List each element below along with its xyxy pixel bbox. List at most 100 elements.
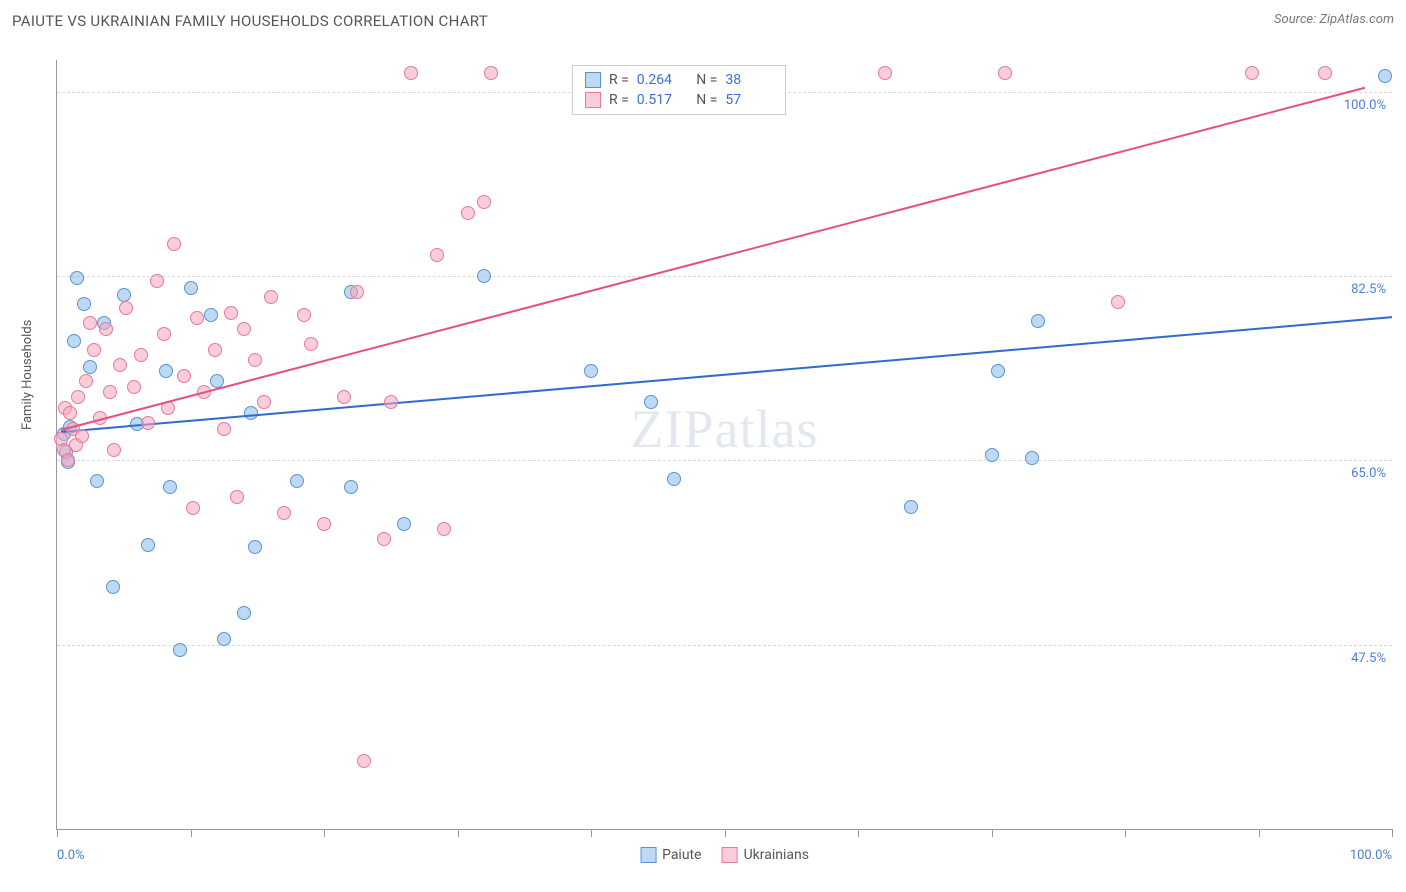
x-tick <box>1125 829 1126 837</box>
data-point <box>134 348 148 362</box>
trend-line <box>61 316 1392 433</box>
data-point <box>107 443 121 457</box>
data-point <box>186 501 200 515</box>
data-point <box>257 395 271 409</box>
x-tick <box>725 829 726 837</box>
data-point <box>150 274 164 288</box>
data-point <box>177 369 191 383</box>
x-tick <box>1392 829 1393 837</box>
trend-line <box>61 86 1366 430</box>
r-label: R = <box>609 92 629 108</box>
r-label: R = <box>609 72 629 88</box>
y-tick-label: 65.0% <box>1351 466 1386 481</box>
data-point <box>1318 66 1332 80</box>
data-point <box>277 506 291 520</box>
y-tick-label: 47.5% <box>1351 651 1386 666</box>
data-point <box>71 390 85 404</box>
data-point <box>217 632 231 646</box>
n-value: 38 <box>725 72 773 88</box>
data-point <box>397 517 411 531</box>
source-label: Source: ZipAtlas.com <box>1274 12 1394 27</box>
chart-title: PAIUTE VS UKRAINIAN FAMILY HOUSEHOLDS CO… <box>12 12 488 30</box>
data-point <box>357 754 371 768</box>
data-point <box>163 480 177 494</box>
x-tick <box>858 829 859 837</box>
r-value: 0.517 <box>637 92 685 108</box>
data-point <box>141 538 155 552</box>
data-point <box>1025 451 1039 465</box>
data-point <box>878 66 892 80</box>
data-point <box>87 343 101 357</box>
data-point <box>127 380 141 394</box>
data-point <box>224 306 238 320</box>
data-point <box>75 429 89 443</box>
y-tick-label: 100.0% <box>1344 98 1386 113</box>
data-point <box>157 327 171 341</box>
data-point <box>667 472 681 486</box>
data-point <box>264 290 278 304</box>
data-point <box>79 374 93 388</box>
data-point <box>404 66 418 80</box>
data-point <box>350 285 364 299</box>
data-point <box>317 517 331 531</box>
x-tick <box>1259 829 1260 837</box>
data-point <box>904 500 918 514</box>
data-point <box>248 353 262 367</box>
data-point <box>90 474 104 488</box>
r-value: 0.264 <box>637 72 685 88</box>
data-point <box>344 480 358 494</box>
legend-row: R = 0.517 N = 57 <box>585 90 773 110</box>
data-point <box>1111 295 1125 309</box>
x-tick <box>458 829 459 837</box>
data-point <box>584 364 598 378</box>
y-axis-label: Family Households <box>20 320 35 430</box>
data-point <box>644 395 658 409</box>
data-point <box>204 308 218 322</box>
data-point <box>67 334 81 348</box>
n-label: N = <box>693 72 718 88</box>
data-point <box>290 474 304 488</box>
n-label: N = <box>693 92 718 108</box>
data-point <box>248 540 262 554</box>
data-point <box>63 406 77 420</box>
x-tick <box>191 829 192 837</box>
data-point <box>237 322 251 336</box>
data-point <box>103 385 117 399</box>
data-point <box>1245 66 1259 80</box>
data-point <box>83 316 97 330</box>
legend-row: R = 0.264 N = 38 <box>585 70 773 90</box>
data-point <box>99 322 113 336</box>
data-point <box>230 490 244 504</box>
data-point <box>244 406 258 420</box>
data-point <box>297 308 311 322</box>
x-tick <box>992 829 993 837</box>
data-point <box>1378 69 1392 83</box>
legend-swatch <box>722 847 738 863</box>
data-point <box>998 66 1012 80</box>
grid-line <box>57 460 1392 461</box>
data-point <box>484 66 498 80</box>
data-point <box>83 360 97 374</box>
data-point <box>159 364 173 378</box>
data-point <box>217 422 231 436</box>
data-point <box>430 248 444 262</box>
grid-line <box>57 276 1392 277</box>
data-point <box>237 606 251 620</box>
data-point <box>1031 314 1045 328</box>
legend-item: Ukrainians <box>722 847 809 863</box>
n-value: 57 <box>725 92 773 108</box>
legend-swatch <box>585 92 601 108</box>
x-tick <box>324 829 325 837</box>
data-point <box>477 195 491 209</box>
data-point <box>70 271 84 285</box>
legend-swatch <box>640 847 656 863</box>
correlation-legend: R = 0.264 N = 38R = 0.517 N = 57 <box>572 65 786 115</box>
data-point <box>208 343 222 357</box>
data-point <box>61 453 75 467</box>
x-max-label: 100.0% <box>1350 848 1392 863</box>
data-point <box>437 522 451 536</box>
data-point <box>113 358 127 372</box>
data-point <box>190 311 204 325</box>
watermark: ZIPatlas <box>631 398 819 460</box>
data-point <box>985 448 999 462</box>
